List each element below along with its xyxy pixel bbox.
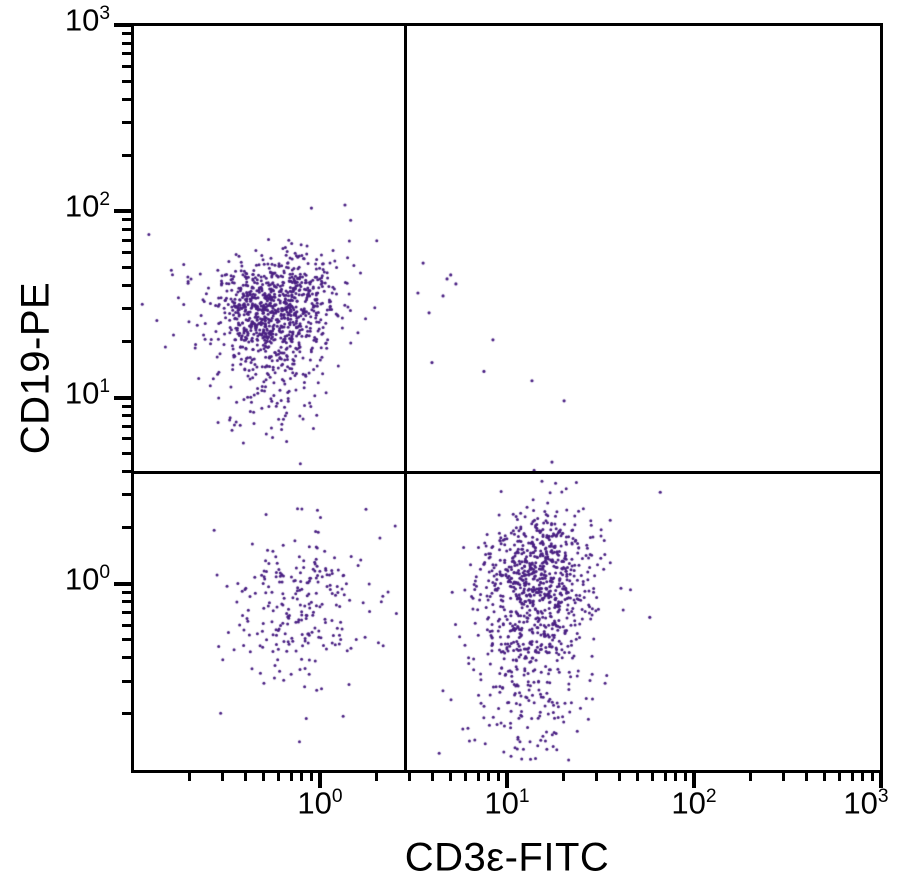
quadrant-gate-vertical-line <box>404 26 407 770</box>
x-tick-mark <box>870 772 874 781</box>
y-tick-mark <box>122 638 131 642</box>
x-tick-mark <box>244 772 248 781</box>
x-tick-label: 103 <box>843 785 889 821</box>
x-tick-mark <box>464 772 467 781</box>
y-tick-mark <box>122 97 131 101</box>
x-tick-mark <box>505 772 509 788</box>
x-tick-mark <box>805 772 809 781</box>
y-tick-label: 100 <box>64 561 110 597</box>
x-tick-label: 102 <box>671 785 717 821</box>
y-tick-mark <box>122 526 131 530</box>
y-tick-mark <box>122 623 131 627</box>
x-tick-mark <box>636 772 640 781</box>
x-tick-mark <box>289 772 293 781</box>
y-tick-mark <box>122 64 131 68</box>
y-tick-mark <box>122 238 131 242</box>
x-tick-mark <box>594 772 598 781</box>
x-axis-title: CD3ε-FITC <box>404 835 610 880</box>
y-tick-mark <box>122 452 131 456</box>
y-tick-mark <box>122 218 131 222</box>
x-tick-mark <box>683 772 687 781</box>
x-tick-mark <box>618 772 622 781</box>
x-tick-mark <box>781 772 785 781</box>
x-tick-mark <box>861 772 865 781</box>
y-tick-mark <box>122 307 131 311</box>
x-tick-label: 101 <box>484 785 530 821</box>
x-tick-mark <box>496 772 500 781</box>
x-tick-mark <box>431 772 435 781</box>
x-tick-mark <box>850 772 854 781</box>
y-tick-mark <box>122 41 131 45</box>
y-tick-mark <box>122 493 131 497</box>
x-tick-mark <box>823 772 827 781</box>
y-tick-mark <box>122 120 131 124</box>
y-tick-mark <box>122 611 131 615</box>
x-tick-mark <box>487 772 491 781</box>
x-tick-mark <box>407 772 411 781</box>
y-tick-mark <box>122 424 131 428</box>
y-tick-mark <box>122 414 131 418</box>
y-tick-mark <box>122 32 131 36</box>
y-tick-mark <box>114 209 131 214</box>
x-tick-mark <box>651 772 654 781</box>
y-tick-mark <box>122 470 131 474</box>
x-tick-mark <box>220 772 224 781</box>
x-tick-mark <box>838 772 841 781</box>
x-tick-mark <box>318 772 322 788</box>
y-tick-mark <box>122 712 131 716</box>
scatter-dots-canvas <box>134 26 880 770</box>
y-tick-mark <box>122 79 131 83</box>
y-tick-mark <box>114 581 131 586</box>
y-tick-mark <box>114 23 131 27</box>
x-tick-mark <box>309 772 313 781</box>
y-tick-mark <box>122 227 131 231</box>
y-tick-mark <box>122 679 131 683</box>
y-tick-mark <box>122 52 131 56</box>
x-tick-mark <box>262 772 266 781</box>
y-tick-mark <box>122 283 131 287</box>
y-tick-label: 103 <box>64 2 110 38</box>
x-tick-mark <box>561 772 565 781</box>
quadrant-gate-horizontal-line <box>134 471 880 474</box>
x-tick-mark <box>374 772 378 781</box>
x-tick-mark <box>476 772 480 781</box>
y-tick-mark <box>122 600 131 604</box>
y-tick-label: 102 <box>64 188 110 224</box>
x-tick-mark <box>748 772 752 781</box>
y-tick-label: 101 <box>64 374 110 410</box>
y-axis-title: CD19-PE <box>13 281 58 455</box>
y-tick-mark <box>122 265 131 269</box>
y-tick-mark <box>122 437 131 441</box>
y-tick-mark <box>122 251 131 255</box>
x-tick-mark <box>663 772 667 781</box>
x-tick-mark <box>674 772 678 781</box>
y-tick-mark <box>114 395 131 400</box>
x-tick-label: 100 <box>297 785 343 821</box>
y-tick-mark <box>122 339 131 343</box>
x-tick-mark <box>187 772 191 781</box>
x-tick-mark <box>449 772 453 781</box>
x-tick-mark <box>300 772 304 781</box>
y-tick-mark <box>122 153 131 157</box>
x-tick-mark <box>879 772 883 788</box>
y-tick-mark <box>122 656 131 660</box>
x-tick-mark <box>277 772 280 781</box>
x-tick-mark <box>692 772 696 788</box>
y-tick-mark <box>122 590 131 594</box>
y-tick-mark <box>122 404 131 408</box>
